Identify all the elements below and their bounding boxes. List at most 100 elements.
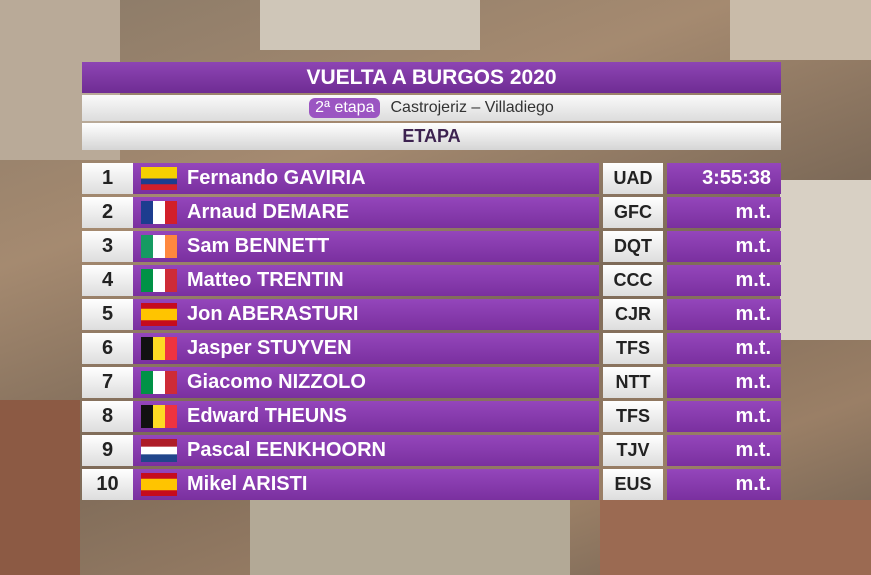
flag-stripe — [153, 269, 166, 292]
rank: 8 — [82, 401, 133, 432]
flag-stripe — [165, 235, 177, 258]
team-code: UAD — [603, 163, 663, 194]
flag-stripe — [141, 405, 154, 428]
finish-time: m.t. — [667, 299, 781, 330]
rank: 6 — [82, 333, 133, 364]
rider-name: Pascal EENKHOORN — [133, 435, 599, 466]
team-code: TFS — [603, 401, 663, 432]
team-code: EUS — [603, 469, 663, 500]
background-roof — [0, 400, 80, 575]
title: VUELTA A BURGOS 2020 — [306, 65, 557, 89]
flag-stripe — [165, 269, 177, 292]
flag-stripe — [141, 184, 177, 190]
section-bar: ETAPA — [82, 123, 781, 150]
flag-stripe — [141, 235, 154, 258]
flag-stripe — [165, 337, 177, 360]
flag-stripe — [141, 320, 177, 326]
flag-stripe — [141, 314, 177, 321]
finish-time: m.t. — [667, 469, 781, 500]
result-row: 1 Fernando GAVIRIA UAD 3:55:38 — [82, 163, 781, 194]
rank: 1 — [82, 163, 133, 194]
flag-stripe — [141, 308, 177, 315]
stage-label: 2ª etapa — [309, 98, 381, 118]
flag — [141, 439, 177, 462]
flag-stripe — [141, 201, 154, 224]
result-row: 2 Arnaud DEMARE GFC m.t. — [82, 197, 781, 228]
flag-stripe — [141, 439, 177, 448]
route: Castrojeriz – Villadiego — [390, 99, 554, 116]
rank: 4 — [82, 265, 133, 296]
flag-stripe — [153, 201, 166, 224]
flag-stripe — [141, 337, 154, 360]
flag-stripe — [153, 235, 166, 258]
flag-stripe — [141, 269, 154, 292]
flag-stripe — [153, 371, 166, 394]
background-building — [260, 0, 480, 50]
rider-name: Giacomo NIZZOLO — [133, 367, 599, 398]
background-roof — [600, 500, 871, 575]
background-building — [730, 0, 871, 60]
rank: 5 — [82, 299, 133, 330]
rider-name: Fernando GAVIRIA — [133, 163, 599, 194]
team-code: GFC — [603, 197, 663, 228]
flag — [141, 473, 177, 496]
flag — [141, 371, 177, 394]
rank: 9 — [82, 435, 133, 466]
flag — [141, 201, 177, 224]
rider-name: Matteo TRENTIN — [133, 265, 599, 296]
subtitle-bar: 2ª etapa Castrojeriz – Villadiego — [82, 95, 781, 121]
team-code: CCC — [603, 265, 663, 296]
flag-stripe — [153, 405, 166, 428]
flag-stripe — [165, 371, 177, 394]
result-row: 9 Pascal EENKHOORN TJV m.t. — [82, 435, 781, 466]
result-row: 10 Mikel ARISTI EUS m.t. — [82, 469, 781, 500]
team-code: TFS — [603, 333, 663, 364]
flag-stripe — [153, 337, 166, 360]
flag — [141, 337, 177, 360]
team-code: TJV — [603, 435, 663, 466]
flag-stripe — [141, 478, 177, 485]
flag-stripe — [165, 201, 177, 224]
result-row: 4 Matteo TRENTIN CCC m.t. — [82, 265, 781, 296]
flag-stripe — [165, 405, 177, 428]
flag-stripe — [141, 446, 177, 455]
background-building — [250, 500, 570, 575]
rider-name: Jasper STUYVEN — [133, 333, 599, 364]
flag-stripe — [141, 167, 177, 174]
finish-time: m.t. — [667, 333, 781, 364]
finish-time: m.t. — [667, 231, 781, 262]
rider-name: Sam BENNETT — [133, 231, 599, 262]
rider-name: Edward THEUNS — [133, 401, 599, 432]
flag — [141, 405, 177, 428]
flag — [141, 167, 177, 190]
flag-stripe — [141, 371, 154, 394]
finish-time: m.t. — [667, 197, 781, 228]
flag — [141, 303, 177, 326]
result-row: 5 Jon ABERASTURI CJR m.t. — [82, 299, 781, 330]
rank: 7 — [82, 367, 133, 398]
rank: 10 — [82, 469, 133, 500]
rider-name: Mikel ARISTI — [133, 469, 599, 500]
flag-stripe — [141, 484, 177, 491]
finish-time: m.t. — [667, 435, 781, 466]
flag-stripe — [141, 303, 177, 310]
flag-stripe — [141, 473, 177, 480]
flag-stripe — [141, 172, 177, 179]
result-row: 3 Sam BENNETT DQT m.t. — [82, 231, 781, 262]
rider-name: Jon ABERASTURI — [133, 299, 599, 330]
result-row: 8 Edward THEUNS TFS m.t. — [82, 401, 781, 432]
team-code: DQT — [603, 231, 663, 262]
flag-stripe — [141, 178, 177, 185]
result-row: 6 Jasper STUYVEN TFS m.t. — [82, 333, 781, 364]
finish-time: 3:55:38 — [667, 163, 781, 194]
flag-stripe — [141, 454, 177, 462]
finish-time: m.t. — [667, 401, 781, 432]
finish-time: m.t. — [667, 367, 781, 398]
flag — [141, 269, 177, 292]
result-row: 7 Giacomo NIZZOLO NTT m.t. — [82, 367, 781, 398]
team-code: NTT — [603, 367, 663, 398]
team-code: CJR — [603, 299, 663, 330]
rank: 3 — [82, 231, 133, 262]
rank: 2 — [82, 197, 133, 228]
